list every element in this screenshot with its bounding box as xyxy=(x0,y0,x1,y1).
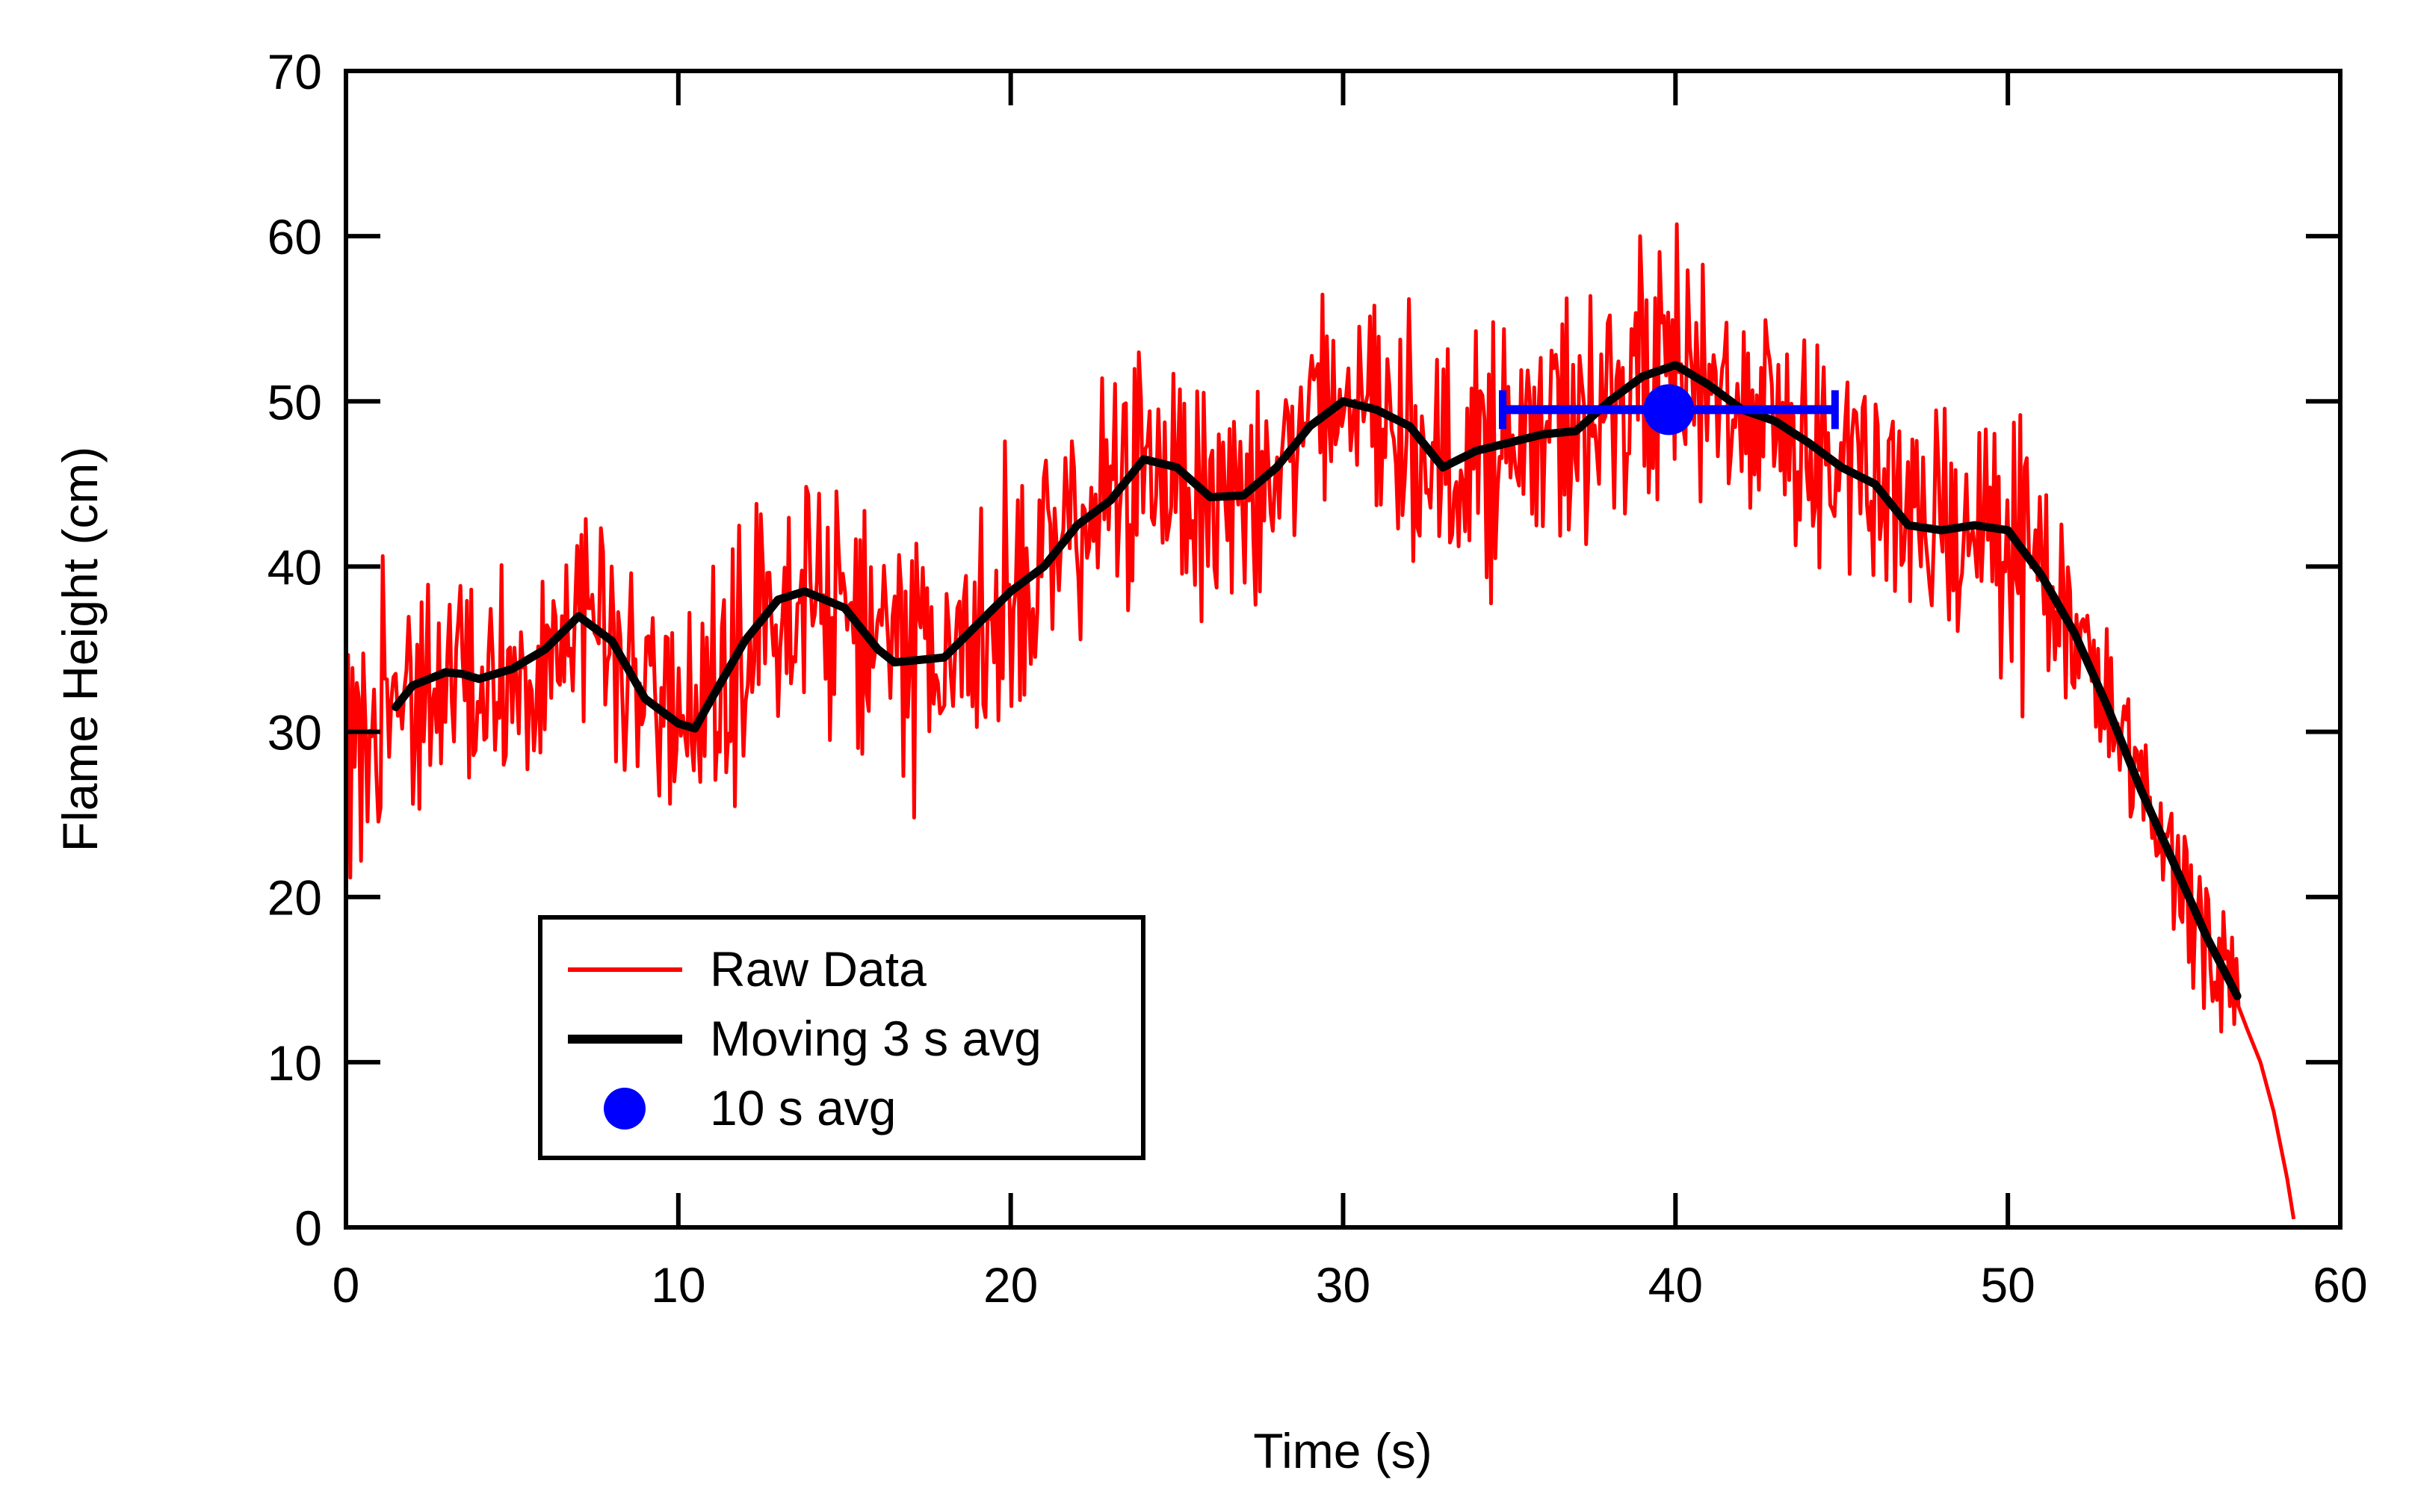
point-10s-avg xyxy=(1643,384,1695,436)
x-tick-label: 60 xyxy=(2313,1257,2367,1313)
legend-label-moving-avg: Moving 3 s avg xyxy=(710,1011,1042,1066)
legend: Raw Data Moving 3 s avg 10 s avg xyxy=(538,915,1145,1160)
ticks-layer: 0 10 20 30 40 50 60 0 10 20 30 40 50 60 70 xyxy=(268,44,2368,1313)
y-tick-label: 0 xyxy=(294,1200,322,1256)
x-tick-label: 50 xyxy=(1980,1257,2035,1313)
y-tick-label: 70 xyxy=(268,44,322,99)
plot-layer xyxy=(344,222,2296,1220)
x-tick-label: 10 xyxy=(651,1257,705,1313)
legend-swatch-10s-avg xyxy=(604,1088,646,1130)
y-tick-label: 40 xyxy=(268,539,322,595)
y-tick-label: 50 xyxy=(268,374,322,430)
y-tick-label: 20 xyxy=(268,870,322,926)
y-tick-label: 30 xyxy=(268,705,322,760)
y-tick-label: 10 xyxy=(268,1035,322,1091)
series-moving-avg-line xyxy=(392,361,2242,1000)
legend-label-raw-data: Raw Data xyxy=(710,941,927,997)
y-tick-label: 60 xyxy=(268,209,322,264)
x-axis-label: Time (s) xyxy=(1253,1423,1432,1478)
series-raw-data-line xyxy=(344,222,2296,1220)
y-axis-label: Flame Height (cm) xyxy=(52,447,108,852)
x-tick-label: 40 xyxy=(1648,1257,1703,1313)
x-tick-label: 30 xyxy=(1316,1257,1370,1313)
x-tick-label: 0 xyxy=(333,1257,360,1313)
legend-label-10s-avg: 10 s avg xyxy=(710,1080,897,1135)
x-tick-label: 20 xyxy=(983,1257,1038,1313)
